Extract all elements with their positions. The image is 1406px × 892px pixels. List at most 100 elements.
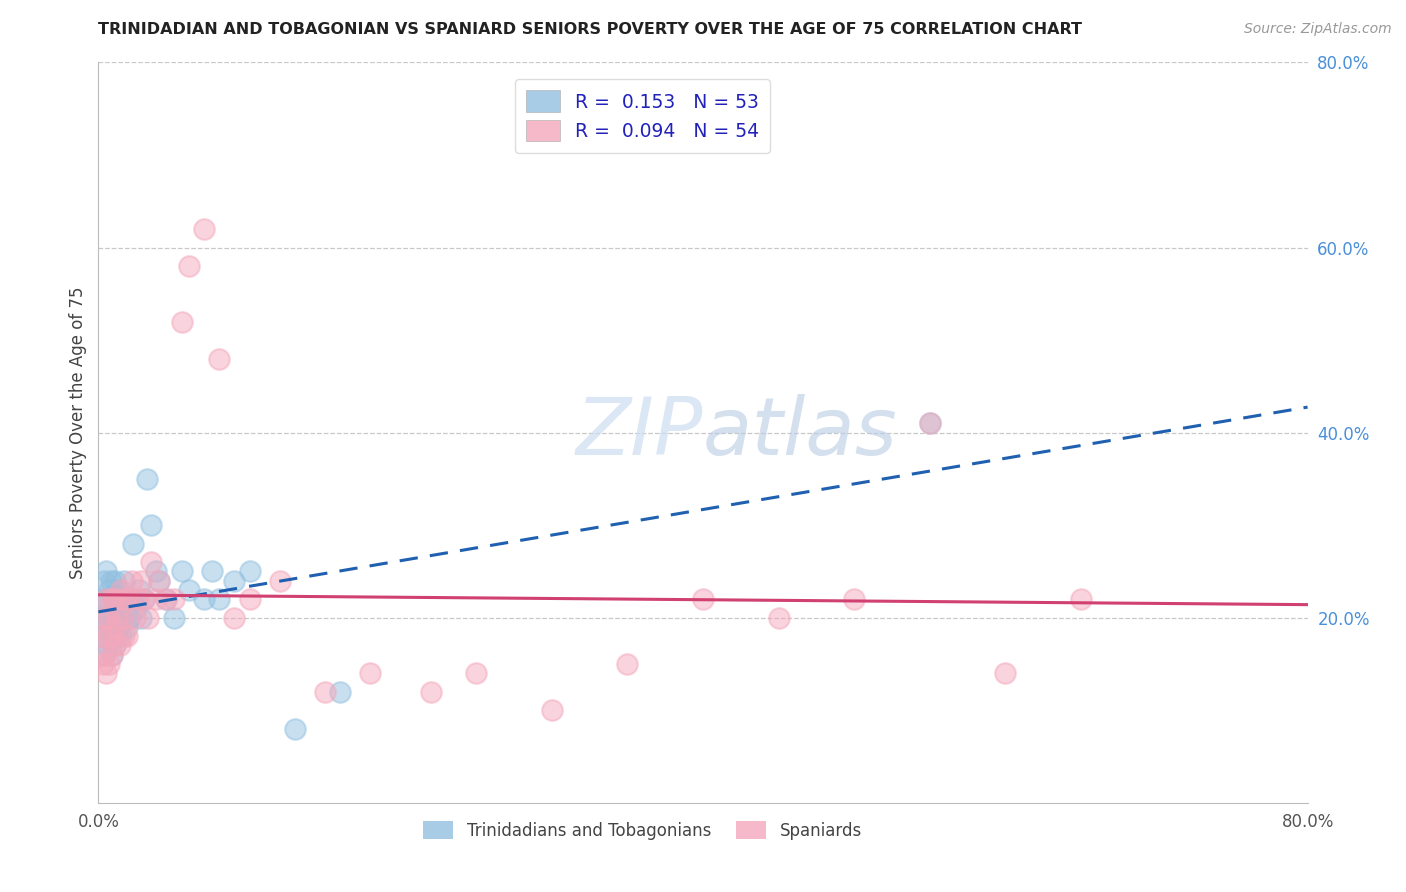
Point bbox=[540, 703, 562, 717]
Point bbox=[114, 592, 136, 607]
Legend: Trinidadians and Tobagonians, Spaniards: Trinidadians and Tobagonians, Spaniards bbox=[416, 814, 869, 847]
Point bbox=[112, 629, 135, 643]
Point bbox=[193, 222, 215, 236]
Point bbox=[118, 592, 141, 607]
Point bbox=[465, 666, 488, 681]
Point bbox=[129, 574, 152, 588]
Point bbox=[136, 610, 159, 624]
Point bbox=[155, 592, 177, 607]
Point bbox=[124, 610, 146, 624]
Point bbox=[104, 574, 127, 588]
Point bbox=[100, 629, 122, 643]
Point bbox=[103, 620, 125, 634]
Point bbox=[93, 648, 115, 662]
Point bbox=[616, 657, 638, 671]
Point bbox=[141, 555, 163, 569]
Point bbox=[94, 620, 117, 634]
Point bbox=[132, 592, 155, 607]
Point bbox=[96, 629, 118, 643]
Point bbox=[98, 610, 121, 624]
Point bbox=[269, 574, 291, 588]
Point bbox=[98, 610, 121, 624]
Point bbox=[692, 592, 714, 607]
Text: ZIP: ZIP bbox=[575, 393, 703, 472]
Point bbox=[104, 639, 127, 653]
Point bbox=[145, 565, 167, 579]
Point bbox=[129, 610, 152, 624]
Point bbox=[94, 666, 117, 681]
Point bbox=[132, 592, 155, 607]
Point bbox=[91, 610, 114, 624]
Point bbox=[100, 629, 122, 643]
Point bbox=[108, 610, 131, 624]
Point bbox=[107, 620, 129, 634]
Point bbox=[91, 592, 114, 607]
Point bbox=[110, 592, 132, 607]
Point bbox=[844, 592, 866, 607]
Point bbox=[103, 592, 125, 607]
Point bbox=[125, 601, 148, 615]
Point bbox=[179, 582, 201, 597]
Point bbox=[163, 592, 186, 607]
Point bbox=[224, 574, 246, 588]
Point bbox=[101, 648, 124, 662]
Point bbox=[170, 565, 193, 579]
Point bbox=[110, 629, 132, 643]
Point bbox=[96, 639, 118, 653]
Text: Source: ZipAtlas.com: Source: ZipAtlas.com bbox=[1244, 22, 1392, 37]
Point bbox=[201, 565, 224, 579]
Point bbox=[239, 592, 262, 607]
Point bbox=[101, 648, 124, 662]
Point bbox=[170, 314, 193, 328]
Point bbox=[128, 582, 150, 597]
Point bbox=[118, 610, 141, 624]
Point bbox=[105, 601, 128, 615]
Point bbox=[208, 592, 231, 607]
Point bbox=[918, 417, 941, 431]
Point bbox=[100, 592, 122, 607]
Point bbox=[94, 565, 117, 579]
Point bbox=[101, 610, 124, 624]
Point bbox=[103, 620, 125, 634]
Point bbox=[91, 657, 114, 671]
Point bbox=[107, 582, 129, 597]
Point bbox=[114, 592, 136, 607]
Point bbox=[94, 592, 117, 607]
Point bbox=[1070, 592, 1092, 607]
Point bbox=[994, 666, 1017, 681]
Point bbox=[918, 417, 941, 431]
Point bbox=[329, 685, 352, 699]
Point bbox=[179, 259, 201, 273]
Point bbox=[239, 565, 262, 579]
Text: TRINIDADIAN AND TOBAGONIAN VS SPANIARD SENIORS POVERTY OVER THE AGE OF 75 CORREL: TRINIDADIAN AND TOBAGONIAN VS SPANIARD S… bbox=[98, 22, 1083, 37]
Point bbox=[91, 629, 114, 643]
Point bbox=[121, 592, 143, 607]
Point bbox=[104, 639, 127, 653]
Point bbox=[155, 592, 177, 607]
Point bbox=[107, 592, 129, 607]
Point bbox=[108, 639, 131, 653]
Point bbox=[148, 574, 170, 588]
Point bbox=[100, 574, 122, 588]
Y-axis label: Seniors Poverty Over the Age of 75: Seniors Poverty Over the Age of 75 bbox=[69, 286, 87, 579]
Point bbox=[110, 582, 132, 597]
Point bbox=[145, 592, 167, 607]
Point bbox=[96, 592, 118, 607]
Point bbox=[105, 610, 128, 624]
Point bbox=[314, 685, 336, 699]
Point bbox=[90, 610, 112, 624]
Point bbox=[208, 351, 231, 366]
Point bbox=[193, 592, 215, 607]
Point bbox=[768, 610, 790, 624]
Point bbox=[93, 648, 115, 662]
Point bbox=[112, 574, 135, 588]
Point bbox=[122, 536, 145, 550]
Point bbox=[115, 629, 138, 643]
Text: atlas: atlas bbox=[703, 393, 898, 472]
Point bbox=[148, 574, 170, 588]
Point bbox=[103, 592, 125, 607]
Point bbox=[115, 620, 138, 634]
Point bbox=[90, 629, 112, 643]
Point bbox=[111, 610, 134, 624]
Point bbox=[98, 657, 121, 671]
